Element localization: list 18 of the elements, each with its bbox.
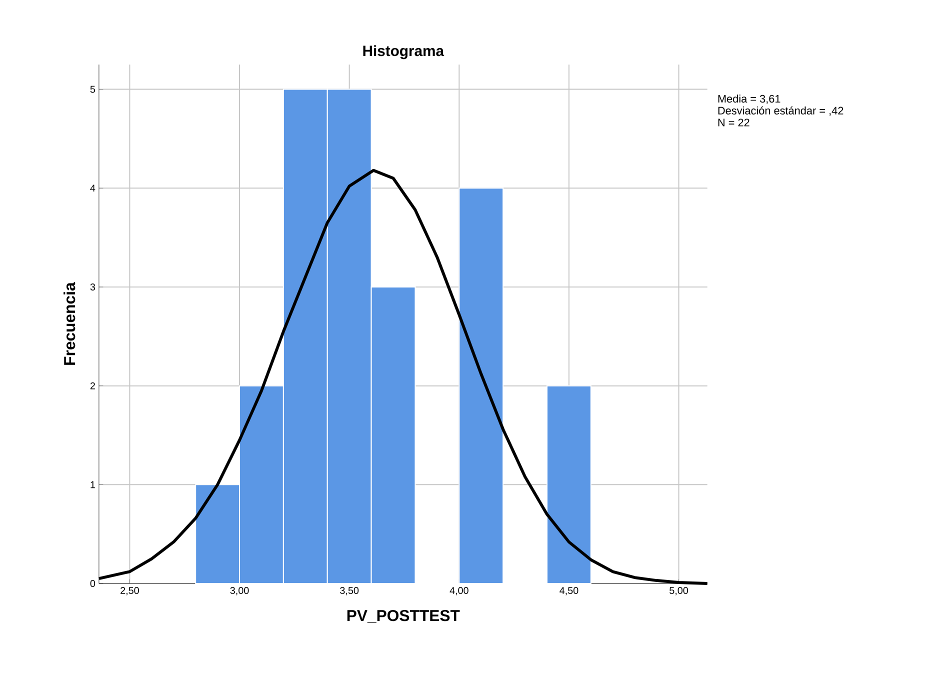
y-axis-title: Frecuencia — [64, 282, 76, 365]
x-tick-label: 4,50 — [560, 587, 578, 596]
x-tick-label: 3,00 — [230, 587, 249, 596]
x-tick-label: 4,00 — [450, 587, 468, 596]
x-tick-label: 5,00 — [670, 587, 688, 596]
y-tick-label: 0 — [90, 580, 96, 588]
chart-title: Histograma — [363, 45, 444, 60]
text: Media = 3,61 — [718, 94, 780, 104]
y-tick-label: 3 — [90, 284, 96, 291]
x-tick-label: 2,50 — [120, 587, 139, 596]
y-tick-label: 5 — [90, 86, 96, 93]
x-tick-label: 3,50 — [340, 587, 359, 596]
y-tick-label: 2 — [90, 382, 95, 390]
text: Desviación estándar = ,42 — [718, 106, 844, 116]
text: N = 22 — [718, 118, 750, 126]
y-tick-label: 1 — [90, 481, 95, 488]
x-axis-title: PV_POSTTEST — [347, 610, 460, 623]
y-tick-label: 4 — [90, 184, 96, 192]
